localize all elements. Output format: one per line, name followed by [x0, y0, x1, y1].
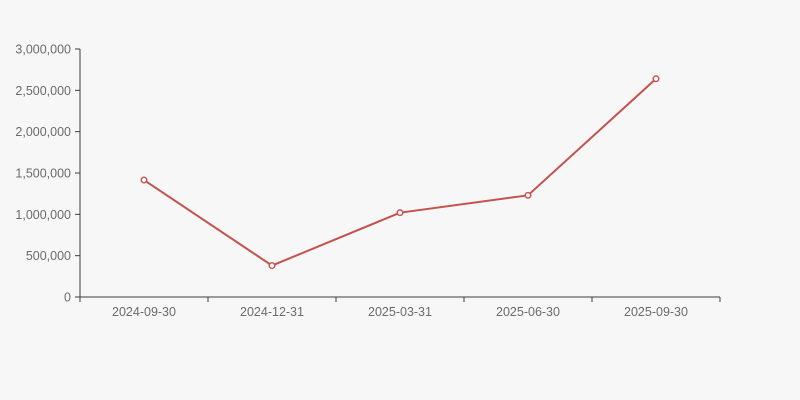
data-point-marker[interactable]: [652, 75, 660, 83]
y-axis-tick-label: 2,500,000: [15, 84, 71, 98]
y-axis-tick-label: 0: [64, 291, 71, 305]
x-axis-tick-label: 2025-06-30: [496, 305, 560, 319]
y-axis-tick-label: 1,500,000: [15, 167, 71, 181]
x-axis-tick-label: 2024-09-30: [112, 305, 176, 319]
x-axis-tick-label: 2025-03-31: [368, 305, 432, 319]
data-point-marker[interactable]: [524, 191, 532, 199]
data-point-marker[interactable]: [396, 209, 404, 217]
y-axis-tick-label: 1,000,000: [15, 208, 71, 222]
y-axis-tick-label: 2,000,000: [15, 125, 71, 139]
x-axis-tick-label: 2025-09-30: [624, 305, 688, 319]
x-axis-tick-label: 2024-12-31: [240, 305, 304, 319]
y-axis-tick-label: 500,000: [26, 249, 71, 263]
data-point-marker[interactable]: [268, 262, 276, 270]
data-point-marker[interactable]: [140, 176, 148, 184]
series-line: [143, 77, 657, 267]
y-axis-tick-label: 3,000,000: [15, 43, 71, 57]
